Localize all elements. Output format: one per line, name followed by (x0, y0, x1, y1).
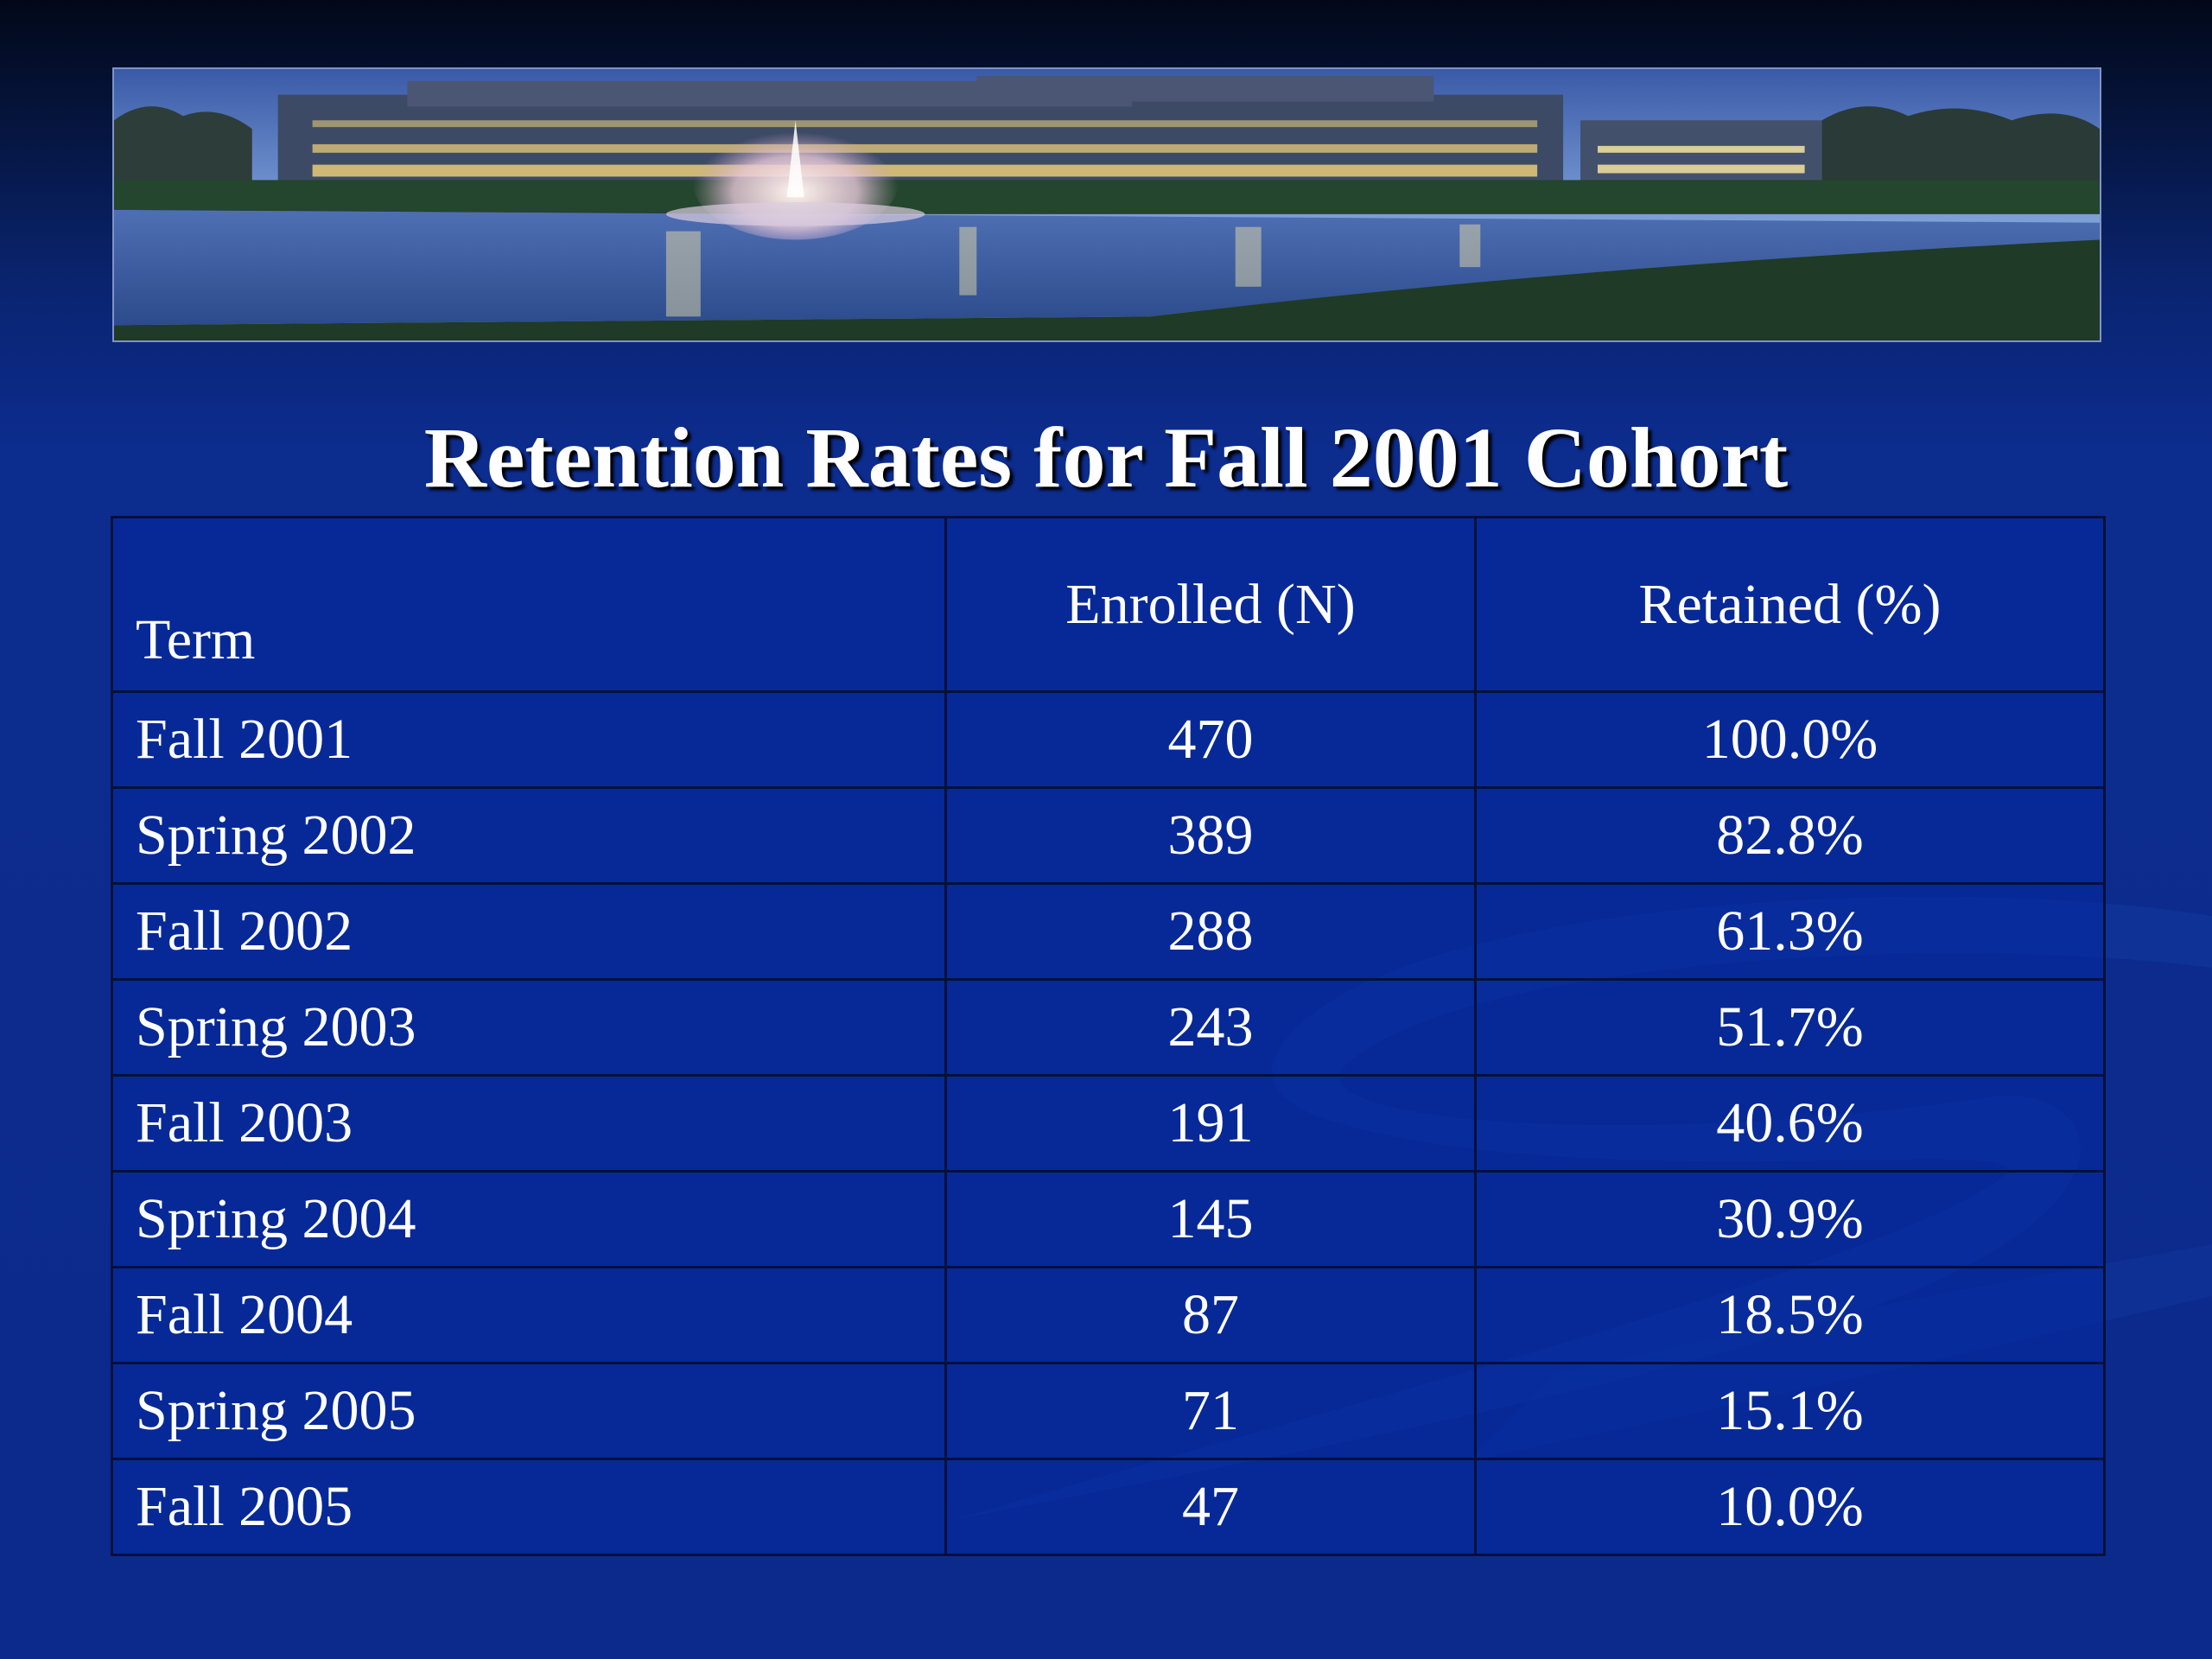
table-row: Fall 2001 470 100.0% (111, 690, 2106, 789)
retention-table: Term Enrolled (N) Retained (%) Fall 2001… (111, 516, 2106, 1556)
term-cell: Spring 2003 (111, 978, 947, 1077)
enrolled-cell: 243 (944, 978, 1477, 1077)
term-cell: Fall 2001 (111, 690, 947, 789)
table-row: Spring 2004 145 30.9% (111, 1170, 2106, 1268)
enrolled-cell: 47 (944, 1458, 1477, 1556)
table-header-row: Term Enrolled (N) Retained (%) (111, 516, 2106, 693)
retained-cell: 18.5% (1474, 1266, 2106, 1364)
term-cell: Spring 2002 (111, 786, 947, 885)
enrolled-cell: 191 (944, 1074, 1477, 1173)
retained-cell: 82.8% (1474, 786, 2106, 885)
enrolled-cell: 288 (944, 882, 1477, 981)
retained-cell: 10.0% (1474, 1458, 2106, 1556)
retained-cell: 100.0% (1474, 690, 2106, 789)
enrolled-cell: 145 (944, 1170, 1477, 1268)
term-cell: Fall 2005 (111, 1458, 947, 1556)
term-cell: Fall 2004 (111, 1266, 947, 1364)
table-row: Fall 2002 288 61.3% (111, 882, 2106, 981)
enrolled-cell: 470 (944, 690, 1477, 789)
table-row: Spring 2002 389 82.8% (111, 786, 2106, 885)
campus-banner-photo (112, 67, 2101, 342)
term-cell: Fall 2003 (111, 1074, 947, 1173)
table-row: Fall 2005 47 10.0% (111, 1458, 2106, 1556)
table-row: Spring 2003 243 51.7% (111, 978, 2106, 1077)
retained-cell: 30.9% (1474, 1170, 2106, 1268)
enrolled-cell: 87 (944, 1266, 1477, 1364)
term-cell: Spring 2004 (111, 1170, 947, 1268)
header-retained: Retained (%) (1474, 516, 2106, 693)
term-cell: Fall 2002 (111, 882, 947, 981)
slide-title: Retention Rates for Fall 2001 Cohort (423, 410, 1789, 505)
retained-cell: 61.3% (1474, 882, 2106, 981)
header-term: Term (111, 516, 947, 693)
table-row: Spring 2005 71 15.1% (111, 1362, 2106, 1460)
header-enrolled: Enrolled (N) (944, 516, 1477, 693)
term-cell: Spring 2005 (111, 1362, 947, 1460)
retained-cell: 51.7% (1474, 978, 2106, 1077)
retained-cell: 40.6% (1474, 1074, 2106, 1173)
retained-cell: 15.1% (1474, 1362, 2106, 1460)
enrolled-cell: 389 (944, 786, 1477, 885)
enrolled-cell: 71 (944, 1362, 1477, 1460)
table-row: Fall 2004 87 18.5% (111, 1266, 2106, 1364)
table-row: Fall 2003 191 40.6% (111, 1074, 2106, 1173)
